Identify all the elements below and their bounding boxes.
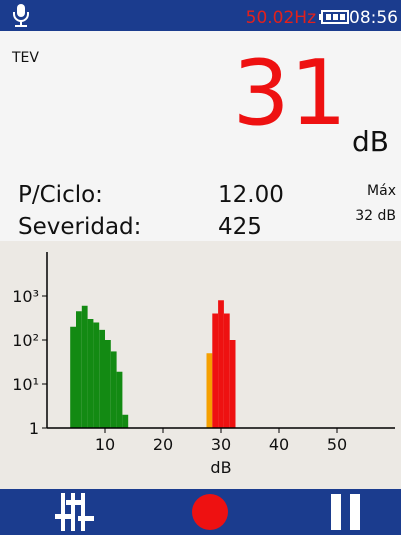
max-label: Máx	[367, 183, 396, 199]
pause-button[interactable]	[331, 494, 360, 530]
histogram-bar	[229, 340, 236, 428]
clock: 08:56	[349, 8, 398, 28]
max-value: 32 dB	[355, 208, 396, 224]
p-ciclo-value: 12.00	[218, 182, 284, 208]
histogram-bar	[122, 414, 129, 428]
histogram-bar	[87, 319, 94, 428]
histogram-bar	[110, 351, 117, 428]
histogram-bar	[93, 322, 100, 428]
histogram-bar	[206, 353, 213, 428]
histogram-bar	[81, 305, 88, 428]
settings-button[interactable]	[55, 493, 94, 531]
y-tick-label: 10²	[12, 331, 39, 350]
histogram-bar	[116, 371, 123, 428]
x-axis-label: dB	[210, 458, 231, 477]
y-tick-label: 1	[29, 419, 39, 438]
x-tick-label: 50	[327, 435, 347, 454]
histogram: 1 10¹ 10² 10³ 10 20 30 40 50 dB	[12, 252, 395, 477]
battery-icon	[319, 10, 349, 24]
histogram-bar	[76, 311, 82, 428]
frequency: 50.02Hz	[246, 8, 316, 28]
y-tick-label: 10³	[12, 287, 39, 306]
reading-unit: dB	[352, 125, 389, 158]
x-tick-label: 40	[269, 435, 289, 454]
histogram-bar	[105, 340, 111, 428]
x-tick-label: 20	[153, 435, 173, 454]
reading-value: 31	[232, 41, 347, 146]
severidad-value: 425	[218, 214, 262, 240]
p-ciclo-label: P/Ciclo:	[18, 182, 103, 208]
mode: TEV	[11, 50, 39, 66]
histogram-bar	[70, 326, 76, 428]
histogram-bar	[218, 300, 224, 428]
histogram-bar	[212, 313, 219, 428]
mic-icon	[13, 4, 29, 27]
record-button[interactable]	[192, 494, 228, 530]
chart-area	[0, 241, 401, 489]
histogram-bar	[99, 329, 105, 428]
severidad-label: Severidad:	[18, 214, 141, 240]
x-tick-label: 30	[211, 435, 231, 454]
y-tick-label: 10¹	[12, 375, 39, 394]
histogram-bar	[223, 313, 230, 428]
x-tick-label: 10	[95, 435, 115, 454]
